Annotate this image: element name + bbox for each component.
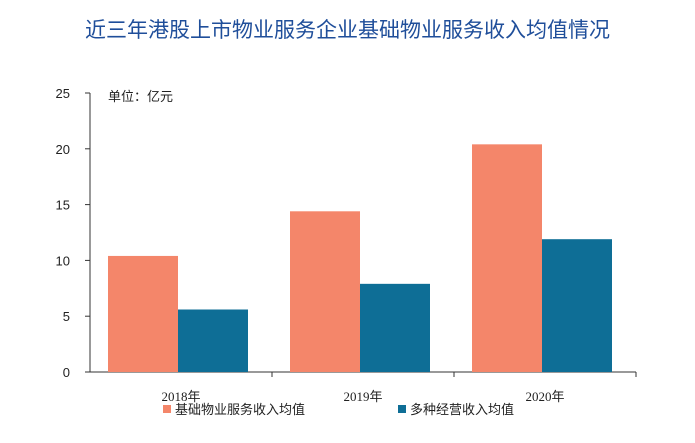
y-tick-label: 10 (56, 253, 70, 268)
legend-label-1: 多种经营收入均值 (410, 402, 514, 418)
x-category-label: 2019年 (343, 389, 382, 404)
x-category-label: 2020年 (525, 389, 564, 404)
legend-swatch-1 (398, 405, 406, 413)
y-tick-label: 25 (56, 86, 70, 101)
bar-basic-0 (108, 255, 178, 372)
legend: 基础物业服务收入均值 多种经营收入均值 (163, 402, 514, 418)
x-category-label: 2018年 (161, 389, 200, 404)
bar-basic-1 (290, 211, 360, 372)
labels: 0 5 10 15 20 25 2018年 2019年 2020年 单位：亿元 (56, 86, 565, 404)
bar-diversified-2 (542, 239, 612, 372)
bars (108, 144, 612, 372)
bar-basic-2 (472, 144, 542, 372)
bar-diversified-1 (360, 283, 430, 372)
unit-label: 单位：亿元 (108, 90, 173, 105)
y-tick-label: 15 (56, 198, 70, 213)
legend-swatch-0 (163, 405, 171, 413)
chart-title: 近三年港股上市物业服务企业基础物业服务收入均值情况 (85, 18, 610, 42)
bar-diversified-0 (178, 309, 248, 372)
y-tick-label: 0 (63, 365, 70, 380)
legend-label-0: 基础物业服务收入均值 (175, 402, 305, 418)
y-tick-label: 20 (56, 142, 70, 157)
y-tick-label: 5 (63, 309, 70, 324)
